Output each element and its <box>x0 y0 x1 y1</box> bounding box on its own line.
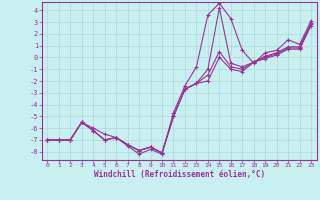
X-axis label: Windchill (Refroidissement éolien,°C): Windchill (Refroidissement éolien,°C) <box>94 170 265 179</box>
